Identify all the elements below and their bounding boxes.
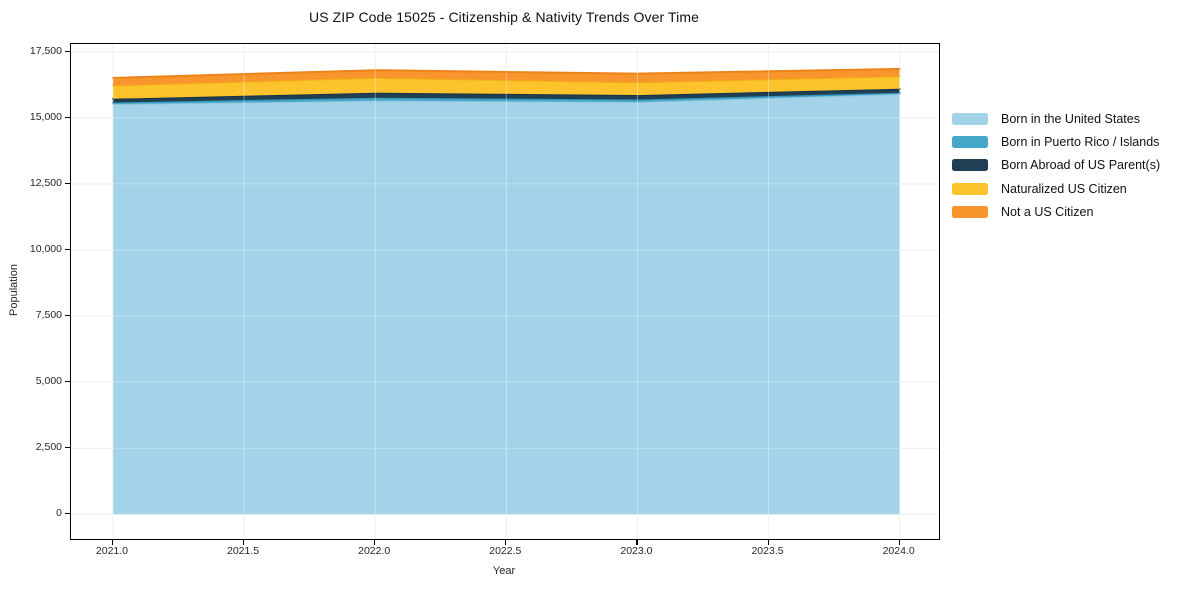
- x-axis-title: Year: [492, 565, 516, 577]
- x-tick-mark: [111, 539, 114, 545]
- legend-label: Born in the United States: [1001, 111, 1140, 126]
- y-tick-mark: [65, 116, 70, 118]
- x-tick-label: 2022.0: [358, 545, 391, 557]
- area-born-in-the-united-states: [112, 94, 900, 515]
- area-born-in-puerto-rico-islands: [112, 92, 900, 105]
- legend-item-born-abroad-of-us-parent-s-: Born Abroad of US Parent(s): [952, 154, 1160, 177]
- y-tick-label: 17,500: [29, 44, 62, 57]
- y-tick-label: 5,000: [35, 375, 62, 388]
- legend-label: Born Abroad of US Parent(s): [1001, 158, 1161, 173]
- x-tick-mark: [898, 539, 900, 545]
- x-tick-mark: [243, 539, 245, 545]
- legend-swatch: [952, 112, 988, 125]
- x-tick-label: 2021.0: [95, 545, 129, 557]
- legend: Born in the United States Born in Puerto …: [952, 107, 1160, 224]
- y-axis-title: Population: [8, 264, 20, 316]
- y-tick-label: 10,000: [29, 242, 62, 255]
- stacked-area-plot: [71, 44, 939, 539]
- area-naturalized-us-citizen: [112, 76, 900, 99]
- y-tick-label: 15,000: [29, 110, 62, 123]
- y-tick-label: 2,500: [35, 441, 62, 454]
- y-tick-label: 12,500: [29, 176, 62, 189]
- y-tick-mark: [65, 182, 70, 185]
- x-tick-mark: [505, 539, 507, 545]
- y-tick-label: 7,500: [35, 309, 62, 322]
- legend-swatch: [952, 182, 988, 195]
- legend-label: Not a US Citizen: [1001, 205, 1094, 220]
- boundary-line: [111, 67, 901, 79]
- y-tick-mark: [65, 381, 70, 383]
- legend-item-naturalized-us-citizen: Naturalized US Citizen: [952, 177, 1160, 200]
- x-tick-mark: [767, 539, 769, 545]
- x-tick-mark: [374, 539, 376, 545]
- legend-label: Born in Puerto Rico / Islands: [1001, 135, 1160, 150]
- y-tick-mark: [65, 447, 70, 449]
- y-tick-mark: [65, 248, 70, 251]
- x-tick-mark: [636, 539, 638, 545]
- y-tick-mark: [65, 513, 70, 515]
- x-tick-label: 2024.0: [882, 545, 915, 557]
- boundary-line: [111, 93, 901, 106]
- legend-swatch: [952, 136, 988, 149]
- legend-item-not-a-us-citizen: Not a US Citizen: [952, 201, 1160, 224]
- x-tick-label: 2023.5: [751, 545, 784, 557]
- legend-item-born-in-puerto-rico-islands: Born in Puerto Rico / Islands: [952, 130, 1160, 153]
- plot-area: [70, 43, 940, 540]
- x-tick-label: 2021.5: [227, 545, 260, 557]
- y-tick-mark: [65, 315, 70, 317]
- legend-item-born-in-the-united-states: Born in the United States: [952, 107, 1160, 130]
- y-tick-label: 0: [56, 507, 62, 520]
- area-born-abroad-of-us-parent-s-: [112, 88, 900, 103]
- legend-label: Naturalized US Citizen: [1001, 181, 1127, 196]
- legend-swatch: [952, 159, 988, 172]
- legend-swatch: [952, 206, 988, 219]
- y-tick-mark: [65, 50, 70, 52]
- x-tick-label: 2022.5: [489, 545, 522, 557]
- chart-title: US ZIP Code 15025 - Citizenship & Nativi…: [308, 9, 700, 25]
- x-tick-label: 2023.0: [620, 545, 653, 557]
